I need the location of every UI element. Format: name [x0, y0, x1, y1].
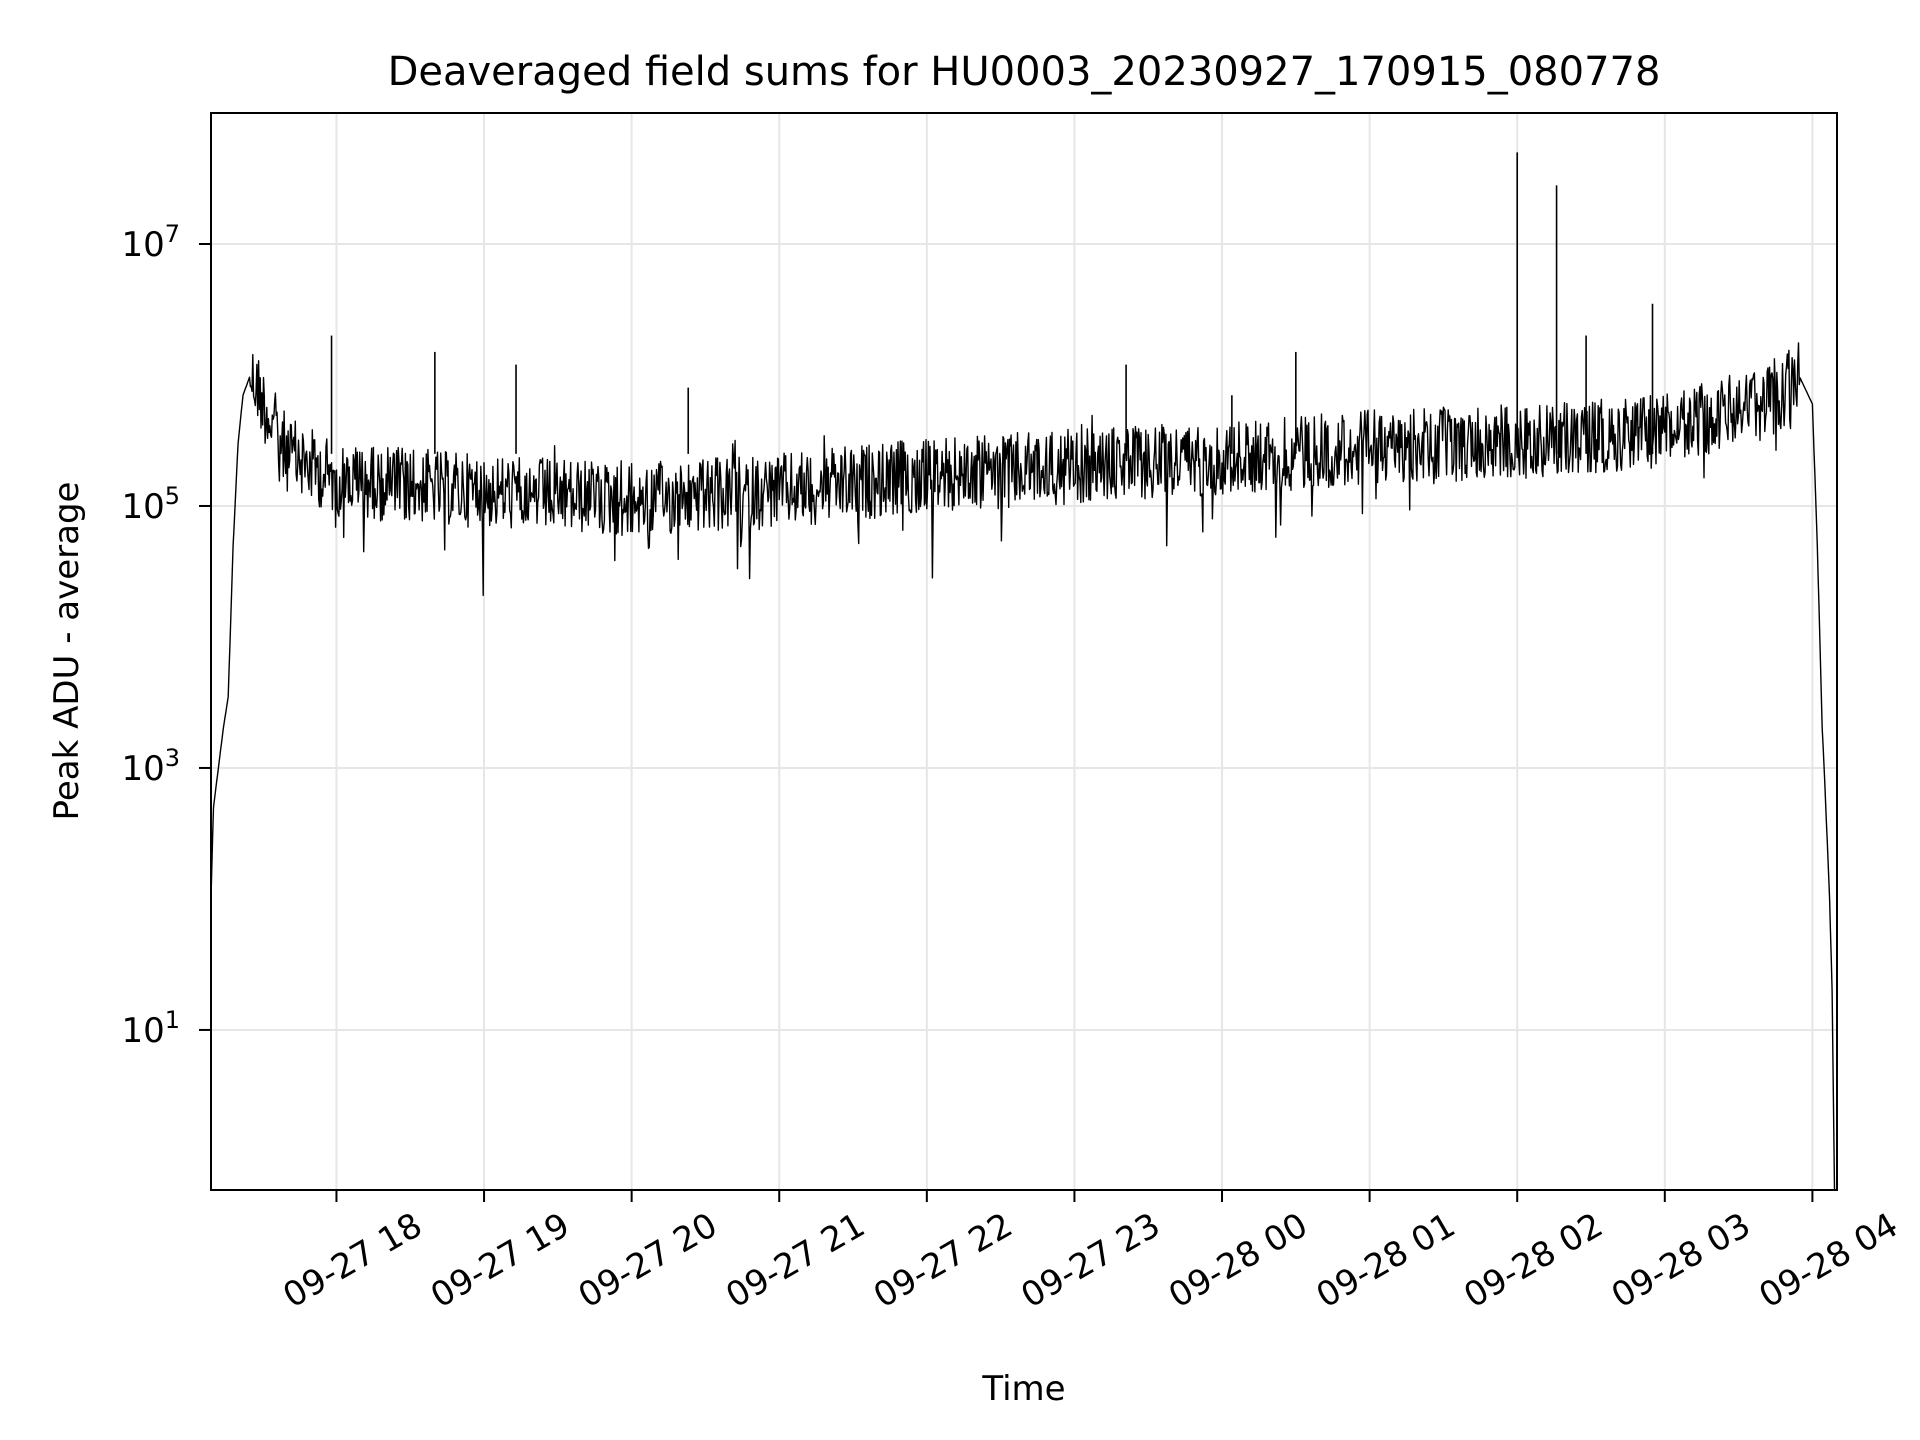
chart-title: Deaveraged field sums for HU0003_2023092… [388, 49, 1661, 95]
y-tick-label: 101 [121, 1006, 180, 1051]
y-tick-label: 105 [121, 482, 180, 527]
plot-frame [210, 112, 1838, 1191]
y-tick-label: 103 [121, 744, 180, 789]
x-axis-label: Time [981, 1369, 1065, 1409]
y-tick-label: 107 [121, 220, 180, 265]
series-layer [210, 152, 1836, 1191]
grid-layer [211, 113, 1837, 1190]
series-line [210, 342, 1836, 1191]
y-axis-label: Peak ADU - average [47, 482, 87, 821]
